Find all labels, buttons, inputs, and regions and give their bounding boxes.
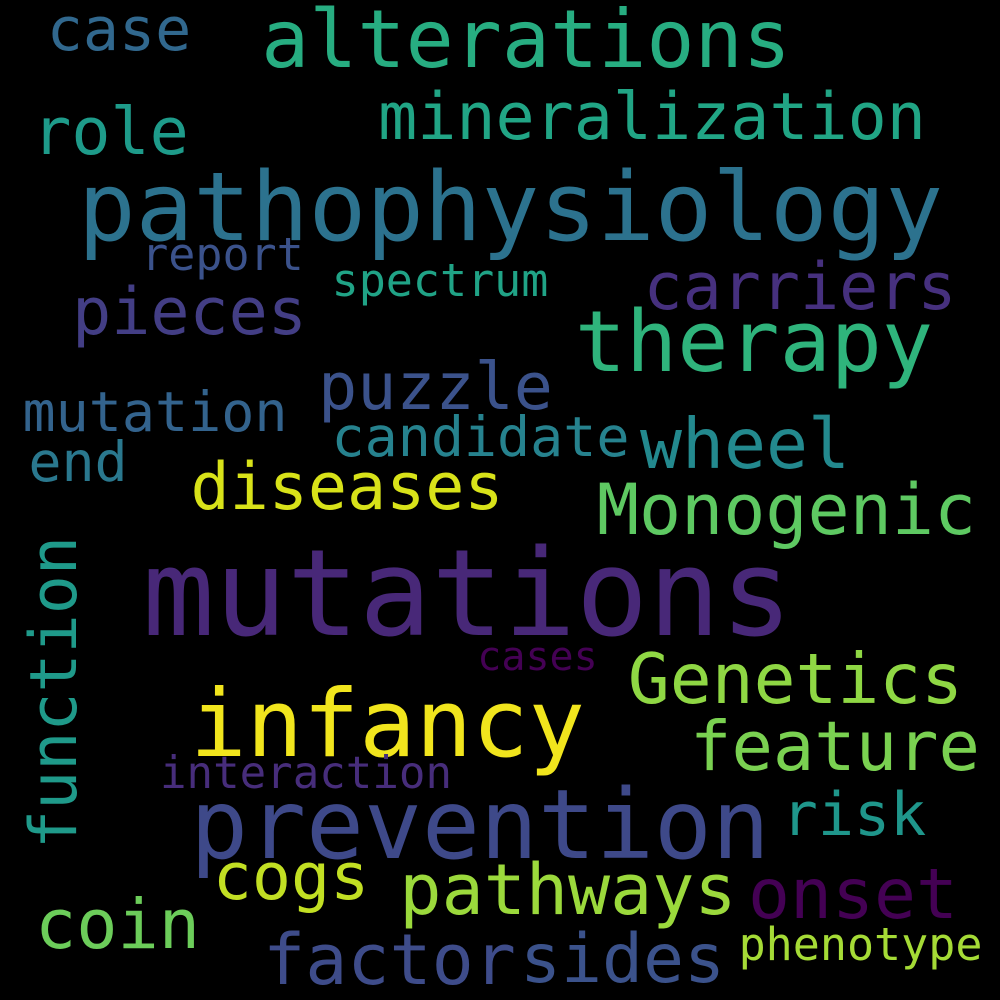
word-mutations: mutations: [142, 525, 793, 664]
word-mineralization: mineralization: [378, 80, 926, 155]
word-infancy: infancy: [190, 670, 585, 780]
word-spectrum: spectrum: [331, 254, 549, 307]
word-therapy: therapy: [574, 293, 934, 392]
word-cogs: cogs: [212, 840, 370, 915]
word-cases: cases: [477, 634, 598, 680]
word-case: case: [46, 0, 192, 65]
word-pathways: pathways: [399, 849, 737, 931]
word-carriers: carriers: [643, 250, 957, 325]
word-role: role: [32, 95, 189, 170]
word-risk: risk: [781, 780, 927, 850]
word-report: report: [141, 228, 304, 281]
word-function: function: [17, 535, 92, 850]
word-interaction: interaction: [159, 748, 452, 800]
word-pathophysiology: pathophysiology: [77, 150, 944, 263]
word-pieces: pieces: [72, 275, 307, 350]
word-mutation: mutation: [22, 380, 288, 444]
word-onset: onset: [747, 854, 959, 936]
word-factor: factor: [263, 919, 516, 1000]
word-prevention: prevention: [190, 768, 770, 881]
word-monogenic: Monogenic: [596, 469, 977, 551]
word-candidate: candidate: [331, 405, 630, 469]
word-puzzle: puzzle: [318, 350, 553, 425]
word-feature: feature: [690, 707, 980, 788]
word-coin: coin: [35, 884, 200, 965]
word-wheel: wheel: [639, 404, 851, 486]
word-sides: sides: [520, 919, 725, 999]
word-end: end: [28, 430, 128, 494]
word-phenotype: phenotype: [738, 918, 983, 971]
word-alterations: alterations: [261, 0, 791, 86]
word-genetics: Genetics: [627, 639, 964, 721]
word-diseases: diseases: [190, 450, 504, 525]
